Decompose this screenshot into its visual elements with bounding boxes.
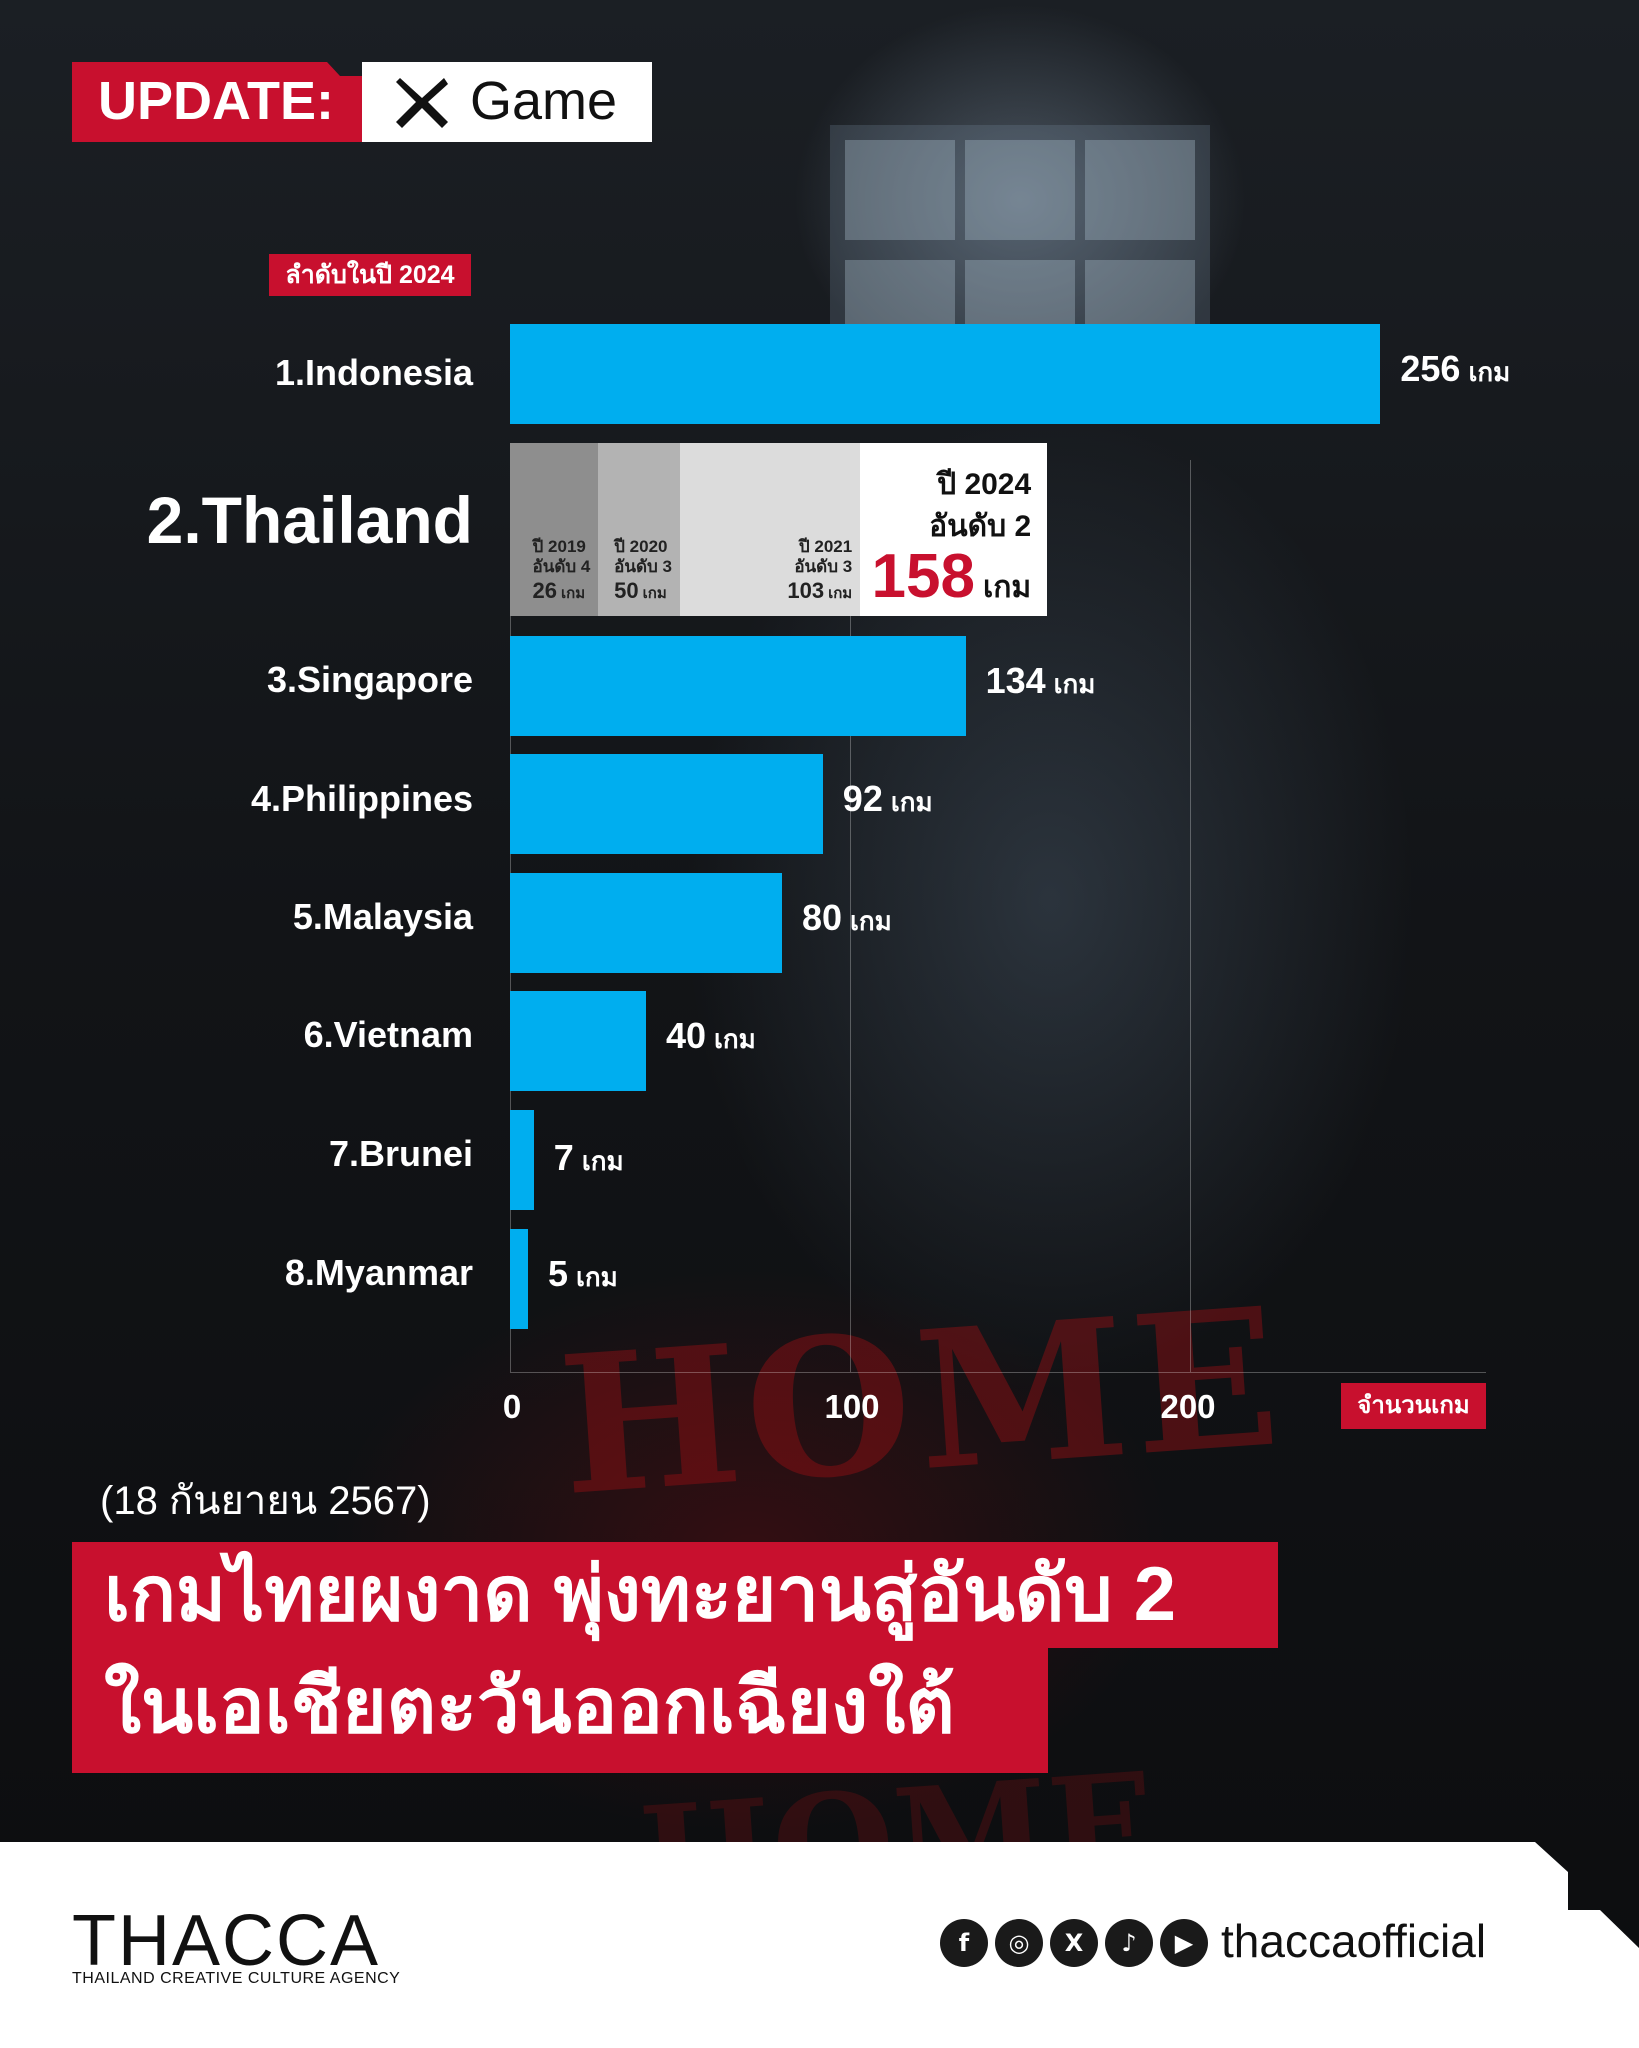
youtube-icon[interactable]: ▶	[1160, 1919, 1208, 1967]
category-label: 8.Myanmar	[284, 1252, 473, 1293]
x-close-icon	[396, 78, 448, 128]
tiktok-icon[interactable]: ♪	[1105, 1919, 1153, 1967]
value-label: 92 เกม	[842, 778, 933, 819]
category-label: 7.Brunei	[328, 1133, 473, 1174]
highlight-year: ปี 2024	[937, 468, 1032, 501]
highlight-value: 158 เกม	[871, 542, 1032, 611]
history-text: ปี 2020 อันดับ 3 50 เกม	[614, 536, 672, 603]
date-text: (18 กันยายน 2567)	[100, 1479, 431, 1523]
bar-philippines	[510, 754, 823, 854]
value-label: 134 เกม	[985, 660, 1096, 701]
history-text: ปี 2019 อันดับ 4 26 เกม	[532, 536, 591, 603]
history-segment-2019: ปี 2019 อันดับ 4 26 เกม	[510, 443, 599, 616]
category-label-highlight: 2.Thailand	[146, 483, 473, 557]
category-label: 6.Vietnam	[303, 1014, 473, 1055]
window-pane	[845, 140, 955, 240]
value-label: 80 เกม	[802, 897, 892, 938]
headline-line-2: ในเอเชียตะวันออกเฉียงใต้	[72, 1648, 1048, 1773]
brand-tagline: THAILAND CREATIVE CULTURE AGENCY	[72, 1970, 401, 1987]
value-label: 40 เกม	[666, 1015, 756, 1056]
value-label: 7 เกม	[553, 1137, 624, 1178]
history-text: ปี 2021 อันดับ 3 103 เกม	[787, 536, 853, 603]
value-label: 256 เกม	[1400, 348, 1511, 389]
history-segment-2021: ปี 2021 อันดับ 3 103 เกม	[680, 443, 861, 616]
category-label: 4.Philippines	[250, 778, 473, 819]
value-label: 5 เกม	[548, 1253, 618, 1294]
history-segment-2024: ปี 2024 อันดับ 2 158 เกม	[860, 443, 1048, 616]
update-label: UPDATE:	[98, 71, 334, 131]
footer-bar	[0, 1842, 1639, 2048]
category-label: 5.Malaysia	[292, 896, 473, 937]
window-pane	[1085, 140, 1195, 240]
highlight-rank: อันดับ 2	[929, 510, 1032, 543]
brand-logo[interactable]: THACCA	[72, 1901, 381, 1981]
instagram-icon[interactable]: ◎	[995, 1919, 1043, 1967]
category-tag: Game	[362, 62, 652, 142]
social-handle[interactable]: thaccaofficial	[1221, 1915, 1487, 1967]
category-label: 1.Indonesia	[274, 352, 473, 393]
x-tick-label: 0	[502, 1388, 522, 1425]
rank-year-tag: ลำดับในปี 2024	[269, 254, 471, 296]
bar-vietnam	[510, 991, 646, 1091]
bar-brunei	[510, 1110, 534, 1210]
x-icon[interactable]: X	[1050, 1919, 1098, 1967]
x-tick-label: 200	[1160, 1388, 1216, 1425]
facebook-icon[interactable]: f	[940, 1919, 988, 1967]
x-tick-label: 100	[824, 1388, 880, 1425]
gridline-100	[850, 460, 851, 1372]
category-label: Game	[470, 71, 618, 131]
x-axis-line	[510, 1372, 1486, 1373]
update-tag: UPDATE:	[72, 62, 362, 142]
window-pane	[965, 140, 1075, 240]
bar-malaysia	[510, 873, 782, 973]
bar-singapore	[510, 636, 966, 736]
x-axis-label: จำนวนเกม	[1341, 1383, 1486, 1429]
history-segment-2020: ปี 2020 อันดับ 3 50 เกม	[598, 443, 680, 616]
gridline-200	[1190, 460, 1191, 1372]
bar-myanmar	[510, 1229, 528, 1329]
category-label: 3.Singapore	[266, 659, 473, 700]
headline-line-1: เกมไทยผงาด พุ่งทะยานสู่อันดับ 2	[72, 1542, 1278, 1648]
bar-indonesia	[510, 324, 1381, 424]
